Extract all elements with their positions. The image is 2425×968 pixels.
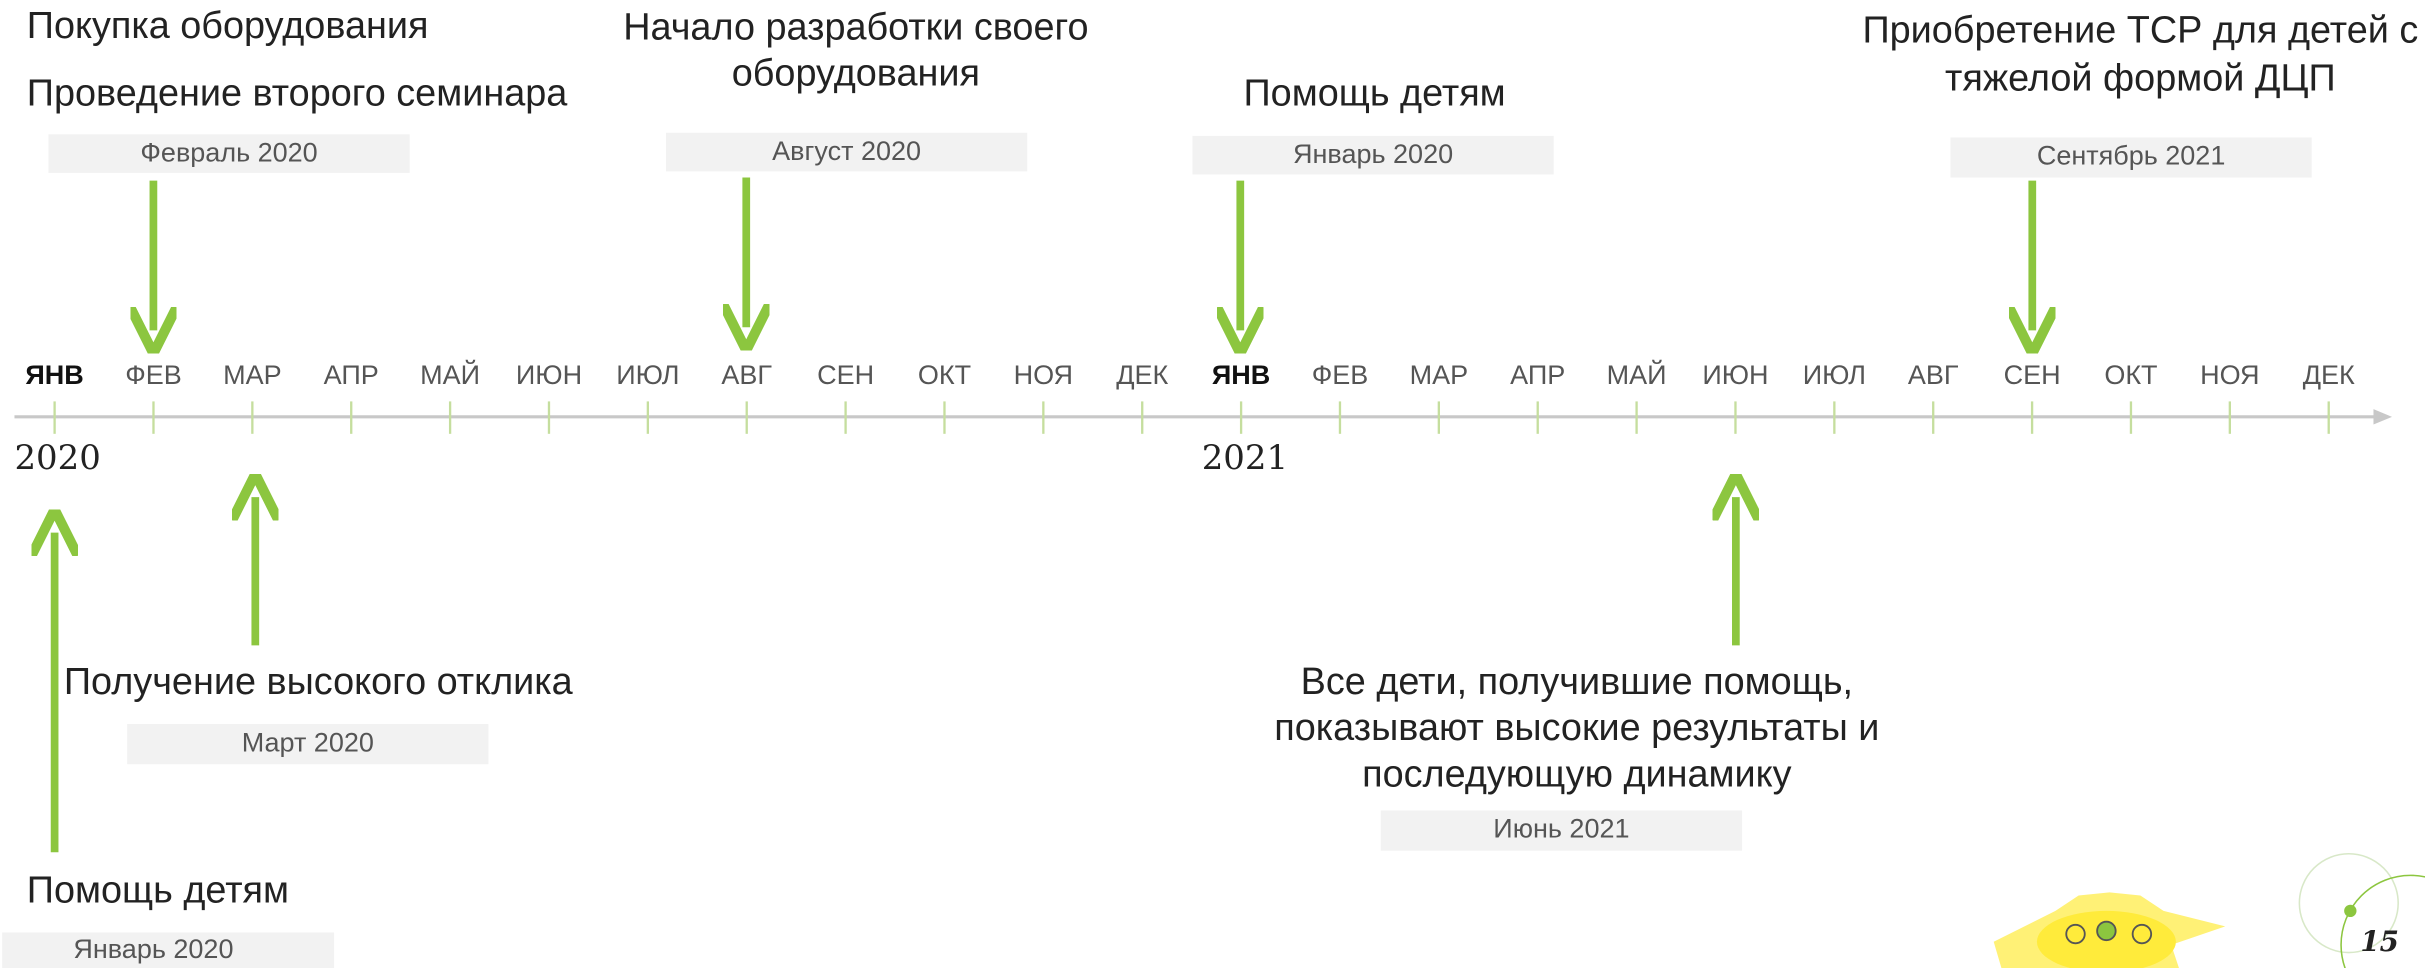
logo [1994,892,2226,968]
month-label: ОКТ [2104,360,2157,390]
event-title: Получение высокого отклика [64,661,574,703]
month-label: ДЕК [2303,360,2355,390]
month-label: НОЯ [1014,360,1073,390]
month-label: ФЕВ [1312,360,1369,390]
event-title: тяжелой формой ДЦП [1945,57,2336,99]
month-label: МАР [223,360,282,390]
event-date: Июнь 2021 [1493,814,1629,844]
month-label: ИЮЛ [1803,360,1866,390]
event-title: оборудования [732,53,980,95]
event-title: Приобретение ТСР для детей с [1862,9,2418,51]
month-label: СЕН [817,360,874,390]
event-title: последующую динамику [1362,754,1791,796]
year-label: 2021 [1202,438,1288,478]
event-date: Сентябрь 2021 [2037,141,2226,171]
event-date: Февраль 2020 [140,138,317,168]
month-label: ИЮН [1702,360,1768,390]
event-title: Помощь детям [27,869,289,911]
event-date: Август 2020 [772,136,921,166]
month-label: АВГ [721,360,772,390]
months: ЯНВ ФЕВ МАР АПР МАЙ ИЮН ИЮЛ АВГ СЕН ОКТ НОЯ ДЕК ЯНВ Ф… [25,359,2355,434]
year-label: 2020 [14,438,100,478]
month-label: НОЯ [2200,360,2259,390]
event-date: Январь 2020 [73,934,233,964]
event-title: Покупка оборудования [27,5,429,47]
month-label: ФЕВ [125,360,182,390]
month-label: ИЮЛ [616,360,679,390]
month-label: ЯНВ [25,360,83,390]
month-label: АПР [324,360,379,390]
event-title: Начало разработки своего [623,6,1088,48]
month-label: ДЕК [1116,360,1168,390]
event-title: Все дети, получившие помощь, [1301,661,1853,703]
month-label: МАЙ [1607,359,1667,390]
month-label: ЯНВ [1212,360,1270,390]
month-label: ИЮН [516,360,582,390]
month-label: МАЙ [420,359,480,390]
month-label: АПР [1510,360,1565,390]
month-label: СЕН [2004,360,2061,390]
axis-arrow [2373,409,2392,424]
slide: ЯНВ ФЕВ МАР АПР МАЙ ИЮН ИЮЛ АВГ СЕН ОКТ НОЯ ДЕК ЯНВ Ф… [0,0,2425,968]
event-date: Март 2020 [242,727,374,757]
event-title: Помощь детям [1244,73,1506,115]
event-date: Январь 2020 [1293,139,1453,169]
month-label: АВГ [1908,360,1959,390]
page-number: 15 [2360,925,2399,958]
event-title: показывают высокие результаты и [1274,707,1879,749]
month-label: МАР [1410,360,1469,390]
month-label: ОКТ [918,360,971,390]
event-title: Проведение второго семинара [27,73,568,115]
